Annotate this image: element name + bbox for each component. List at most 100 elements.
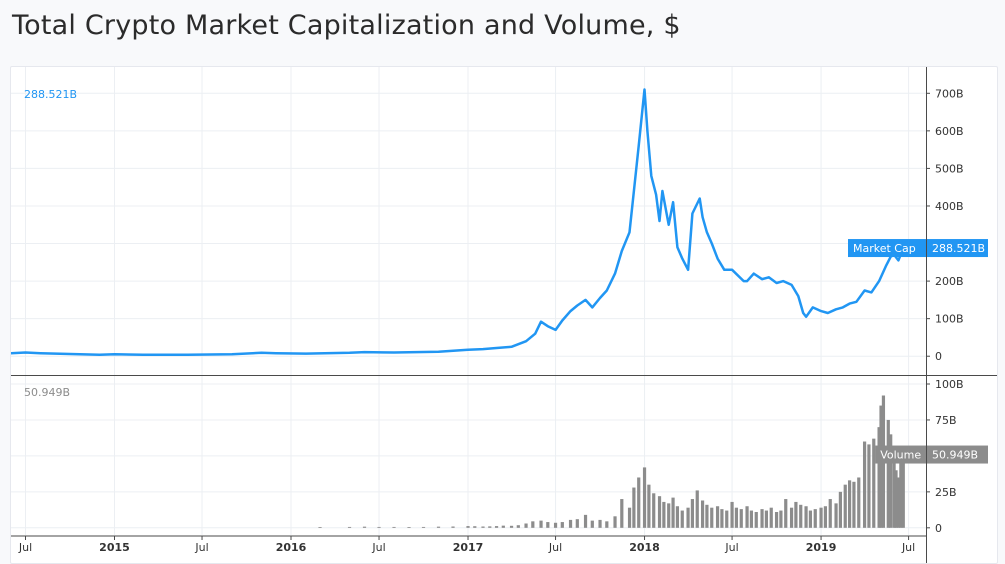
- volume-bar: [710, 507, 714, 528]
- x-tick-label: Jul: [18, 541, 32, 554]
- volume-bar: [473, 526, 477, 528]
- volume-bar: [784, 499, 788, 528]
- volume-bar: [764, 510, 769, 528]
- market-cap-series: [11, 88, 905, 356]
- volume-bar: [725, 510, 729, 528]
- badge-value: 50.949B: [932, 449, 978, 462]
- x-axis: Jul 2015 Jul 2016 Jul 2017 Jul 2018 Jul 2019 Jul: [18, 536, 915, 554]
- volume-bar: [632, 487, 636, 528]
- volume-bar: [671, 497, 675, 528]
- market-cap-y-tick-label: 400B: [935, 200, 964, 213]
- x-tick-label: 2017: [453, 541, 484, 554]
- volume-bar: [501, 525, 505, 528]
- volume-bar: [680, 510, 684, 528]
- volume-bar: [642, 467, 647, 528]
- volume-bar: [488, 526, 492, 528]
- volume-bar: [754, 511, 758, 528]
- volume-bar: [823, 506, 828, 528]
- volume-bar: [749, 510, 754, 528]
- volume-bar: [886, 419, 890, 528]
- volume-y-tick-label: 25B: [935, 486, 957, 499]
- market-cap-y-tick-label: 500B: [935, 162, 964, 175]
- volume-bar: [509, 525, 514, 528]
- volume-bar: [539, 520, 543, 528]
- volume-bar: [451, 526, 455, 528]
- volume-bar: [652, 493, 656, 528]
- x-tick-label: 2015: [99, 541, 130, 554]
- badge-label-bg: [848, 239, 926, 258]
- volume-bar: [774, 511, 779, 528]
- volume-bar: [852, 481, 856, 528]
- volume-bar: [686, 507, 690, 528]
- volume-bar: [779, 510, 783, 528]
- volume-bar: [605, 521, 609, 528]
- volume-bar: [568, 519, 573, 528]
- volume-bar: [760, 509, 764, 528]
- badge-value-bg: [927, 239, 988, 258]
- volume-bar: [745, 506, 749, 528]
- volume-y-tick-label: 75B: [935, 414, 957, 427]
- volume-bar: [667, 503, 671, 528]
- x-tick-label: Jul: [194, 541, 208, 554]
- volume-bar: [813, 509, 817, 528]
- badge-value-bg: [927, 445, 988, 464]
- volume-bar: [879, 405, 883, 528]
- volume-bar: [894, 470, 898, 528]
- market-cap-y-axis: 0100B200B300B400B500B600B700B: [926, 87, 964, 363]
- volume-bar: [794, 501, 798, 528]
- volume-y-tick-label: 0: [935, 522, 942, 535]
- market-cap-y-tick-label: 200B: [935, 275, 964, 288]
- x-tick-label: Jul: [548, 541, 562, 554]
- volume-bar: [598, 519, 602, 528]
- chart-canvas[interactable]: Jul 2015 Jul 2016 Jul 2017 Jul 2018 Jul 2019 Jul 0…: [11, 67, 997, 563]
- volume-bar: [662, 501, 666, 528]
- x-tick-label: Jul: [901, 541, 915, 554]
- volume-bar: [347, 526, 352, 528]
- volume-bar: [516, 525, 520, 528]
- volume-bar: [838, 491, 843, 528]
- volume-bar: [867, 444, 871, 528]
- volume-bar: [799, 504, 803, 528]
- x-tick-label: 2016: [276, 541, 307, 554]
- volume-bar: [657, 496, 662, 528]
- volume-bar: [620, 499, 624, 528]
- badge-label: Volume: [880, 449, 921, 462]
- volume-bar: [481, 526, 485, 528]
- volume-bar: [392, 526, 396, 528]
- badge-label: Market Cap: [853, 242, 916, 255]
- volume-bar: [901, 454, 905, 528]
- volume-bar: [546, 522, 550, 528]
- x-tick-label: 2019: [806, 541, 837, 554]
- volume-bar: [531, 521, 535, 528]
- volume-bar: [819, 507, 823, 528]
- page-title: Total Crypto Market Capitalization and V…: [12, 10, 681, 41]
- volume-bar: [715, 506, 720, 528]
- badge-label-bg: [875, 445, 926, 464]
- volume-bar: [700, 500, 705, 528]
- volume-badge: Volume 50.949B: [875, 445, 988, 464]
- volume-bar: [466, 526, 470, 528]
- volume-bar: [872, 438, 876, 528]
- badge-value: 288.521B: [932, 242, 985, 255]
- volume-bar: [889, 434, 893, 528]
- volume-bar: [553, 522, 558, 528]
- volume-bar: [590, 520, 594, 528]
- volume-bar: [637, 477, 641, 528]
- volume-bar: [877, 427, 881, 528]
- volume-bar: [575, 519, 579, 528]
- volume-bar: [407, 527, 411, 528]
- x-tick-label: 2018: [629, 541, 660, 554]
- chart-panel[interactable]: Jul 2015 Jul 2016 Jul 2017 Jul 2018 Jul 2019 Jul 0…: [10, 66, 998, 564]
- x-tick-label: Jul: [371, 541, 385, 554]
- market-cap-badge: Market Cap 288.521B: [848, 239, 988, 258]
- volume-bar: [720, 509, 724, 528]
- volume-bar: [899, 463, 903, 528]
- volume-bar: [804, 506, 808, 528]
- volume-bar: [705, 504, 709, 528]
- volume-bar: [857, 477, 861, 528]
- volume-bar: [847, 480, 852, 528]
- market-cap-y-tick-label: 700B: [935, 87, 964, 100]
- volume-bar: [436, 526, 441, 528]
- volume-y-tick-label: 100B: [935, 378, 964, 391]
- volume-bar: [675, 506, 680, 528]
